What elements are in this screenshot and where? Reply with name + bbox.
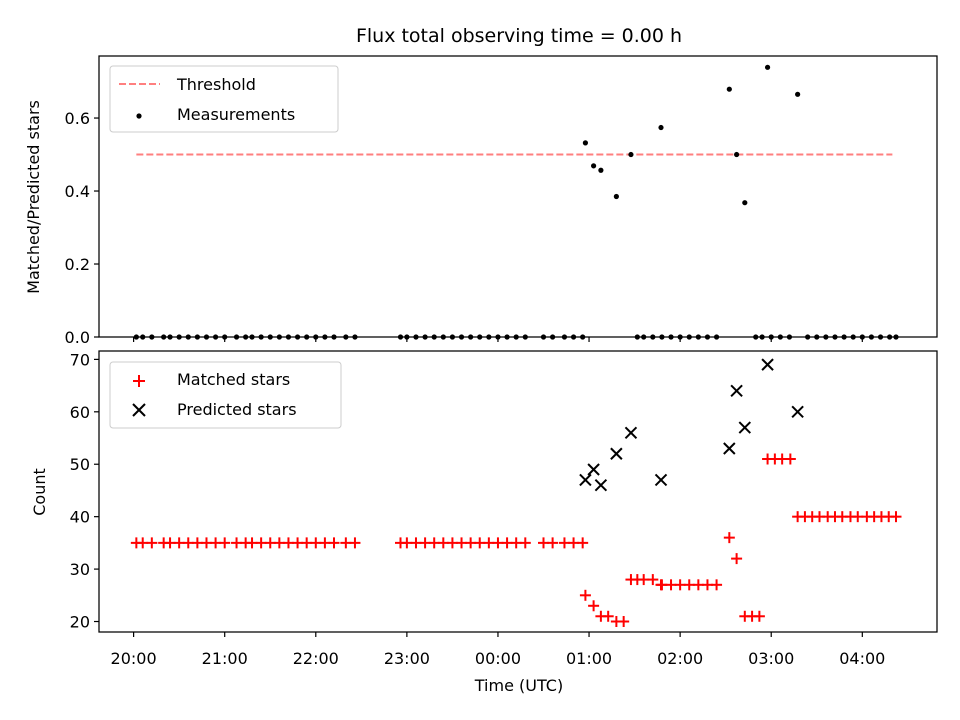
- matched-stars-point: [577, 537, 589, 549]
- ratio-y-axis-label: Matched/Predicted stars: [24, 100, 43, 294]
- matched-stars-legend-swatch: [133, 375, 145, 387]
- predicted-stars-point-b: [761, 358, 774, 371]
- measurements-point: [734, 151, 740, 158]
- ratio-legend-box: [109, 65, 339, 133]
- count-legend: Matched stars Predicted stars: [109, 361, 342, 429]
- matched-stars-point: [588, 600, 600, 612]
- x-tick-label: 04:00: [839, 649, 885, 668]
- predicted-stars-point-b: [654, 473, 668, 487]
- x-tick-label: 21:00: [202, 649, 248, 668]
- count-y-tick-label: 50: [70, 455, 90, 474]
- matched-stars-legend-label: Matched stars: [177, 370, 290, 389]
- predicted-stars-point-b: [594, 479, 608, 492]
- measurements-legend-swatch: [136, 113, 142, 119]
- measurements-point: [582, 140, 589, 146]
- x-tick-label: 01:00: [566, 649, 612, 668]
- predicted-stars-point-b: [723, 442, 736, 455]
- ratio-panel: 0.0 0.2 0.4 0.6 Matched/Predicted stars Thr…: [24, 55, 938, 347]
- measurements-point: [598, 167, 604, 173]
- x-tick-label: 23:00: [384, 649, 430, 668]
- x-tick-label: 20:00: [111, 649, 157, 668]
- matched-stars-point: [723, 532, 735, 544]
- predicted-stars-point: [791, 405, 804, 419]
- predicted-stars-point-b: [624, 426, 638, 439]
- predicted-stars-point: [587, 463, 600, 476]
- chart-title: Flux total observing time = 0.00 h: [356, 25, 682, 47]
- measurements-point: [726, 86, 732, 92]
- predicted-stars-point: [738, 421, 752, 434]
- measurements-point: [628, 151, 634, 158]
- predicted-stars-point: [579, 473, 592, 487]
- x-tick-label: 22:00: [293, 649, 339, 668]
- ratio-y-tick-label: 0.2: [65, 255, 90, 274]
- measurements-point: [764, 64, 771, 70]
- matched-stars-point: [753, 610, 765, 622]
- matched-stars-point: [890, 511, 902, 523]
- ratio-y-tick-label: 0.0: [65, 328, 90, 347]
- matched-stars-point: [618, 616, 630, 628]
- measurements-point: [591, 163, 597, 169]
- predicted-stars-legend-swatch: [132, 403, 146, 417]
- ratio-plot-frame: [98, 55, 938, 338]
- ratio-legend: Threshold Measurements: [109, 65, 339, 133]
- matched-stars-point: [602, 610, 614, 622]
- count-y-axis-label: Count: [30, 468, 49, 516]
- measurements-point: [658, 124, 664, 131]
- measurements-point: [742, 200, 748, 206]
- count-y-tick-label: 60: [70, 403, 90, 422]
- matched-stars-point: [547, 537, 559, 549]
- matched-stars-point: [579, 589, 591, 601]
- predicted-stars-point-b: [579, 473, 592, 487]
- count-plot-frame: [98, 350, 938, 633]
- predicted-stars-legend-label: Predicted stars: [177, 400, 297, 419]
- predicted-stars-point: [654, 473, 668, 487]
- predicted-stars-point: [723, 442, 736, 455]
- count-panel: 20 30 40 50 60 70 20:00 21:00 22:00 23:00 00:00 01…: [30, 350, 938, 695]
- matched-stars-point: [219, 537, 231, 549]
- count-y-tick-label: 20: [70, 613, 90, 632]
- ratio-y-tick-label: 0.4: [65, 182, 90, 201]
- matched-stars-point: [349, 537, 361, 549]
- matched-stars-point: [647, 574, 659, 586]
- count-y-tick-label: 40: [70, 508, 90, 527]
- matched-stars-point: [784, 453, 796, 465]
- measurements-point: [795, 91, 801, 97]
- predicted-stars-point-b: [587, 463, 600, 476]
- threshold-legend-label: Threshold: [176, 75, 256, 94]
- predicted-stars-point-b: [730, 384, 743, 398]
- x-tick-label: 03:00: [748, 649, 794, 668]
- count-y-tick-label: 30: [70, 560, 90, 579]
- measurements-legend-label: Measurements: [177, 105, 295, 124]
- count-y-tick-label: 70: [70, 350, 90, 369]
- matched-stars-point: [711, 579, 723, 591]
- predicted-stars-point: [761, 358, 774, 371]
- matched-stars-point: [328, 537, 340, 549]
- predicted-stars-point: [610, 447, 623, 460]
- predicted-stars-point: [624, 426, 638, 439]
- x-axis-label: Time (UTC): [474, 676, 563, 695]
- predicted-stars-point-b: [738, 421, 752, 434]
- predicted-stars-point-b: [610, 447, 623, 460]
- predicted-stars-point: [594, 479, 608, 492]
- x-tick-label: 02:00: [657, 649, 703, 668]
- x-tick-label: 00:00: [475, 649, 521, 668]
- predicted-stars-point-b: [791, 405, 804, 419]
- matched-stars-point: [146, 537, 158, 549]
- measurements-point: [613, 193, 619, 200]
- matched-stars-point: [519, 537, 531, 549]
- ratio-y-tick-label: 0.6: [65, 109, 90, 128]
- matched-stars-point: [731, 553, 743, 565]
- predicted-stars-point: [730, 384, 743, 398]
- count-legend-box: [109, 361, 342, 429]
